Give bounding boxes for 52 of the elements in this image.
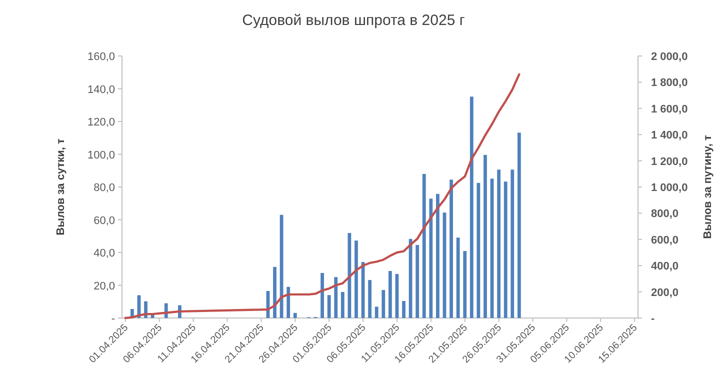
y-tick-label: 140,0: [87, 84, 115, 96]
bar: [286, 286, 290, 318]
bar: [422, 174, 426, 318]
bar: [436, 194, 440, 318]
bar: [408, 238, 412, 318]
line-series: [124, 73, 520, 320]
bar: [456, 238, 460, 318]
bar: [334, 277, 338, 318]
bar: [340, 292, 344, 318]
y2-tick-label: 1 400,0: [651, 130, 688, 142]
bar: [416, 244, 420, 318]
y-tick-label: -: [111, 313, 116, 325]
bar: [327, 295, 331, 318]
bar: [517, 132, 521, 318]
bar: [470, 96, 474, 318]
y-tick-label: 40,0: [94, 248, 115, 260]
bar: [450, 180, 453, 318]
y2-tick-label: 800,0: [651, 208, 679, 220]
y2-tick-label: 400,0: [651, 260, 679, 273]
bar: [374, 306, 378, 318]
bar: [273, 266, 276, 318]
bar: [388, 271, 392, 318]
bar: [354, 240, 358, 318]
y2-tick-label: 600,0: [651, 234, 679, 246]
y-tick-label: 160,0: [87, 51, 115, 63]
bar: [497, 170, 501, 318]
y-tick-label: 120,0: [87, 116, 115, 128]
y2-tick-label: -: [651, 313, 655, 325]
y2-tick-label: 200,0: [651, 286, 679, 299]
bar: [429, 198, 433, 318]
bar: [320, 272, 324, 318]
y2-tick-label: 1 200,0: [651, 156, 688, 168]
y2-tick-label: 2 000,0: [651, 51, 688, 63]
y2-axis-title: Вылов за путину, т: [702, 134, 714, 239]
y2-tick-label: 1 800,0: [651, 77, 688, 90]
bar: [382, 290, 386, 318]
bar: [293, 312, 297, 318]
bar: [280, 214, 284, 318]
bar: [368, 280, 372, 318]
y-tick-label: 20,0: [94, 280, 115, 292]
y-axis-title: Вылов за сутки, т: [55, 138, 67, 236]
bar: [504, 182, 508, 318]
bar: [402, 300, 406, 318]
bar: [463, 251, 467, 318]
chart-title: Судовой вылов шпрота в 2025 г: [242, 12, 466, 29]
bar: [510, 170, 514, 318]
y2-tick-label: 1 000,0: [651, 182, 688, 194]
bar: [484, 154, 487, 318]
y-tick-label: 80,0: [94, 182, 115, 194]
y-tick-label: 100,0: [87, 149, 115, 162]
y2-tick-label: 1 600,0: [651, 103, 688, 116]
y-tick-label: 60,0: [94, 214, 115, 227]
